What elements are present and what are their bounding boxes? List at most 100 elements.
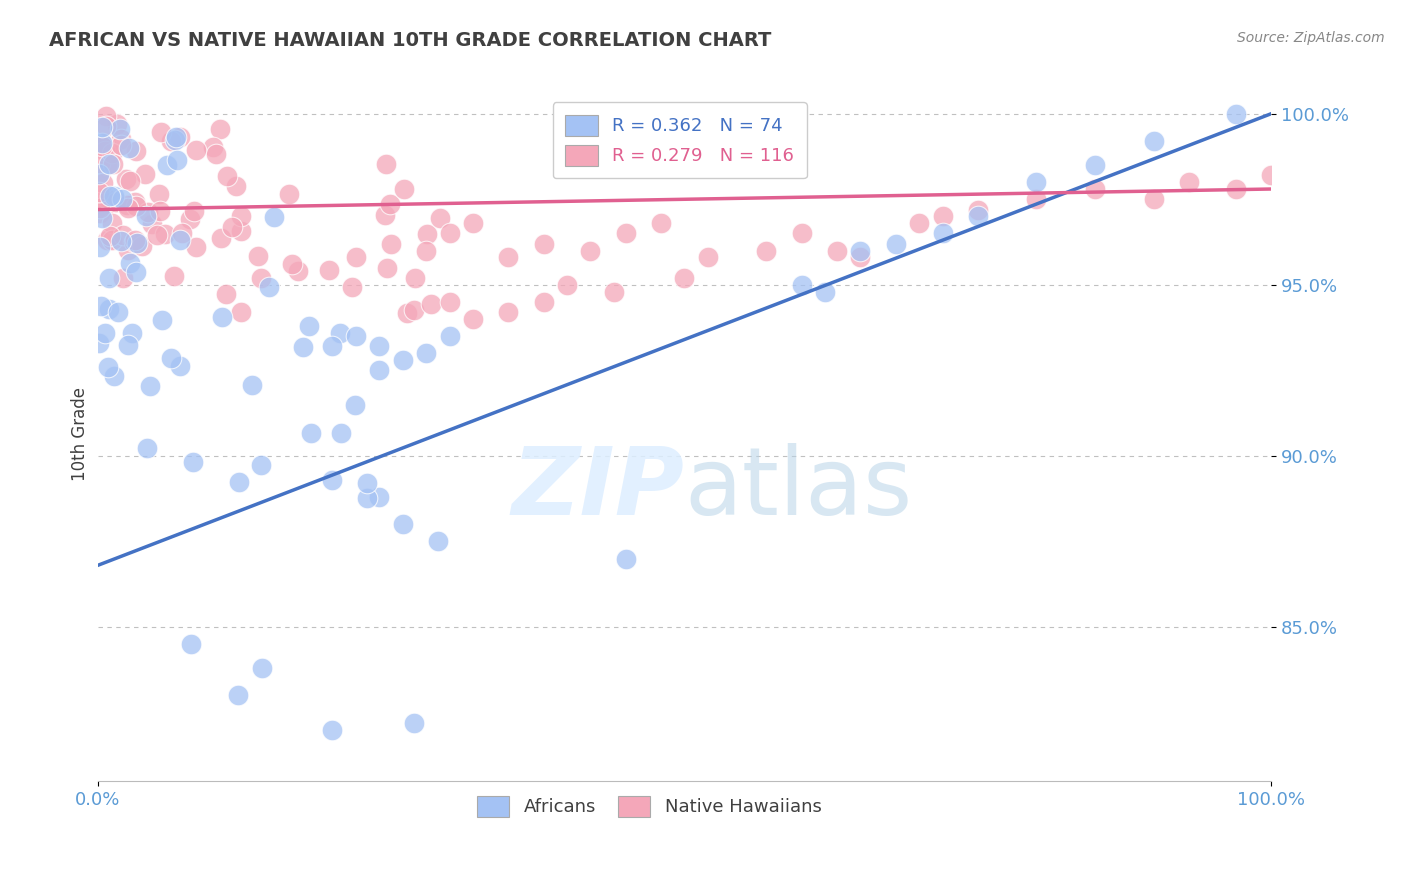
Point bbox=[299, 426, 322, 441]
Point bbox=[131, 239, 153, 253]
Text: AFRICAN VS NATIVE HAWAIIAN 10TH GRADE CORRELATION CHART: AFRICAN VS NATIVE HAWAIIAN 10TH GRADE CO… bbox=[49, 31, 772, 50]
Point bbox=[91, 120, 114, 134]
Point bbox=[498, 305, 520, 319]
Point bbox=[1025, 192, 1047, 206]
Y-axis label: 10th Grade: 10th Grade bbox=[72, 386, 89, 481]
Point bbox=[849, 244, 872, 258]
Point bbox=[97, 302, 120, 317]
Point bbox=[165, 132, 187, 146]
Point bbox=[108, 122, 131, 136]
Point bbox=[392, 182, 415, 196]
Point bbox=[124, 265, 146, 279]
Point bbox=[755, 244, 778, 258]
Point bbox=[118, 141, 141, 155]
Point bbox=[91, 176, 114, 190]
Point bbox=[405, 271, 427, 285]
Point bbox=[100, 234, 122, 248]
Point bbox=[344, 329, 367, 343]
Point bbox=[533, 236, 555, 251]
Point bbox=[391, 353, 413, 368]
Point bbox=[100, 146, 122, 161]
Point bbox=[90, 299, 112, 313]
Point bbox=[150, 313, 173, 327]
Point bbox=[110, 234, 132, 248]
Point bbox=[391, 517, 413, 532]
Point bbox=[368, 339, 391, 353]
Point bbox=[89, 206, 111, 220]
Point bbox=[1084, 182, 1107, 196]
Point bbox=[93, 190, 115, 204]
Point bbox=[110, 132, 132, 146]
Point bbox=[155, 227, 177, 242]
Point bbox=[229, 305, 252, 319]
Point bbox=[249, 458, 271, 472]
Point bbox=[114, 172, 136, 186]
Point bbox=[378, 197, 401, 211]
Point bbox=[165, 129, 187, 144]
Text: atlas: atlas bbox=[685, 443, 912, 535]
Point bbox=[931, 227, 953, 241]
Point bbox=[90, 139, 112, 153]
Point bbox=[101, 146, 124, 161]
Point bbox=[696, 251, 718, 265]
Point bbox=[117, 243, 139, 257]
Point bbox=[439, 227, 461, 241]
Point bbox=[94, 120, 117, 134]
Point bbox=[966, 210, 988, 224]
Point bbox=[208, 122, 231, 136]
Point bbox=[160, 134, 183, 148]
Point bbox=[118, 256, 141, 270]
Point bbox=[94, 326, 117, 340]
Point bbox=[125, 199, 148, 213]
Point bbox=[404, 715, 426, 730]
Point bbox=[117, 338, 139, 352]
Point bbox=[169, 130, 191, 145]
Point bbox=[280, 257, 302, 271]
Point bbox=[884, 236, 907, 251]
Point bbox=[183, 203, 205, 218]
Point bbox=[91, 211, 114, 225]
Point bbox=[330, 426, 353, 441]
Point bbox=[94, 137, 117, 152]
Point bbox=[650, 216, 672, 230]
Point bbox=[250, 661, 273, 675]
Point bbox=[426, 534, 449, 549]
Point bbox=[461, 216, 484, 230]
Point bbox=[419, 296, 441, 310]
Point bbox=[111, 227, 134, 242]
Point bbox=[139, 378, 162, 392]
Point bbox=[141, 217, 163, 231]
Point bbox=[169, 359, 191, 374]
Point bbox=[89, 156, 111, 170]
Point bbox=[146, 228, 169, 243]
Point bbox=[367, 490, 389, 504]
Point bbox=[169, 233, 191, 247]
Point bbox=[555, 277, 578, 292]
Point bbox=[415, 244, 437, 258]
Point bbox=[318, 263, 340, 277]
Point bbox=[287, 264, 309, 278]
Point bbox=[356, 476, 378, 491]
Point bbox=[221, 220, 243, 235]
Point bbox=[825, 244, 848, 258]
Legend: Africans, Native Hawaiians: Africans, Native Hawaiians bbox=[470, 789, 828, 824]
Point bbox=[461, 312, 484, 326]
Point bbox=[1225, 182, 1247, 196]
Point bbox=[356, 491, 378, 505]
Point bbox=[209, 231, 232, 245]
Point bbox=[124, 235, 146, 249]
Point bbox=[205, 147, 228, 161]
Point bbox=[87, 167, 110, 181]
Point bbox=[321, 473, 343, 487]
Point bbox=[112, 271, 135, 285]
Point bbox=[103, 189, 125, 203]
Point bbox=[135, 209, 157, 223]
Point bbox=[498, 251, 520, 265]
Point bbox=[228, 475, 250, 490]
Point bbox=[98, 228, 121, 243]
Point bbox=[87, 185, 110, 199]
Point bbox=[375, 260, 398, 275]
Point bbox=[136, 441, 159, 455]
Point bbox=[380, 236, 402, 251]
Point bbox=[217, 169, 239, 183]
